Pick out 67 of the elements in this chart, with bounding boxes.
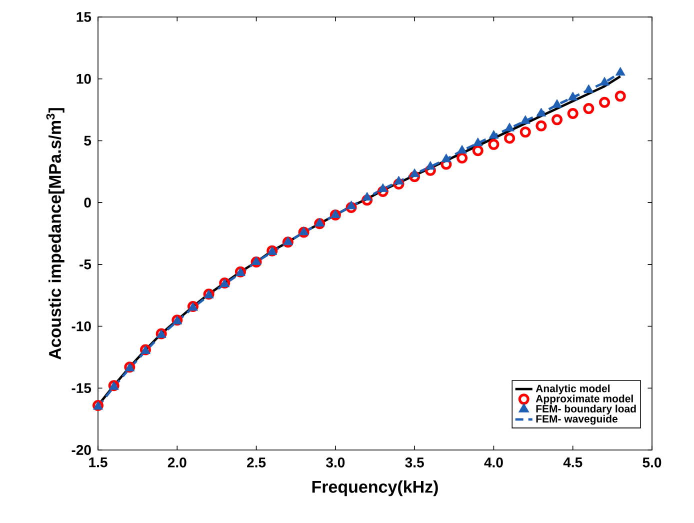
point <box>298 226 309 236</box>
point <box>377 186 388 197</box>
y-tick-label: 15 <box>76 12 92 22</box>
point <box>472 145 484 156</box>
point <box>488 138 500 150</box>
point <box>346 200 356 210</box>
y-tick-label: 0 <box>84 198 91 208</box>
point <box>568 92 578 100</box>
point <box>298 226 310 238</box>
x-axis-title: Frequency(kHz) <box>312 480 438 496</box>
y-tick-label: 10 <box>76 74 91 84</box>
point <box>346 202 357 214</box>
point <box>362 192 372 201</box>
legend-label: FEM- waveguide <box>536 414 618 425</box>
y-tick-label: -5 <box>80 260 92 270</box>
point <box>504 122 515 132</box>
point <box>552 114 563 126</box>
point <box>457 144 468 154</box>
point <box>378 183 388 192</box>
point <box>488 130 499 139</box>
y-axis-title: Acoustic impedance[MPa.s/m$^{3}$] <box>46 108 64 360</box>
point <box>536 120 547 132</box>
point <box>282 236 294 248</box>
y-tick-label: 5 <box>84 136 92 146</box>
legend-label: Analytic model <box>536 384 610 394</box>
point <box>330 209 341 220</box>
point <box>441 154 452 162</box>
point <box>615 66 626 76</box>
point <box>424 164 436 176</box>
x-tick-label: 1.5 <box>89 458 108 468</box>
point <box>599 96 610 108</box>
point <box>314 218 326 230</box>
x-tick-label: 5.0 <box>642 458 662 468</box>
point <box>251 256 262 265</box>
point <box>314 218 325 227</box>
legend-label: FEM- boundary load <box>536 404 636 415</box>
point <box>536 108 546 116</box>
x-tick-label: 2.0 <box>168 458 186 468</box>
x-tick-label: 4.5 <box>563 458 582 468</box>
point <box>584 84 594 93</box>
point <box>567 108 578 119</box>
point <box>409 171 420 182</box>
point <box>393 178 404 190</box>
point <box>504 132 516 144</box>
point <box>330 209 340 218</box>
point <box>394 176 404 184</box>
point <box>520 126 531 138</box>
x-tick-label: 4.0 <box>484 458 503 468</box>
point <box>520 115 530 124</box>
x-tick-label: 3.0 <box>326 458 345 468</box>
point <box>472 137 483 146</box>
point <box>410 168 420 178</box>
point <box>425 160 436 170</box>
x-tick-label: 2.5 <box>247 458 266 468</box>
point <box>250 256 262 268</box>
legend-label: Approximate model <box>536 394 633 404</box>
point <box>282 236 293 246</box>
point <box>552 99 562 108</box>
point <box>614 90 626 102</box>
y-tick-label: -10 <box>72 321 91 332</box>
point <box>583 103 594 114</box>
y-tick-label: -20 <box>72 445 91 455</box>
y-tick-label: -15 <box>72 383 92 394</box>
x-tick-label: 3.5 <box>405 458 424 468</box>
point <box>456 152 468 164</box>
point <box>362 194 373 206</box>
point <box>600 76 610 86</box>
